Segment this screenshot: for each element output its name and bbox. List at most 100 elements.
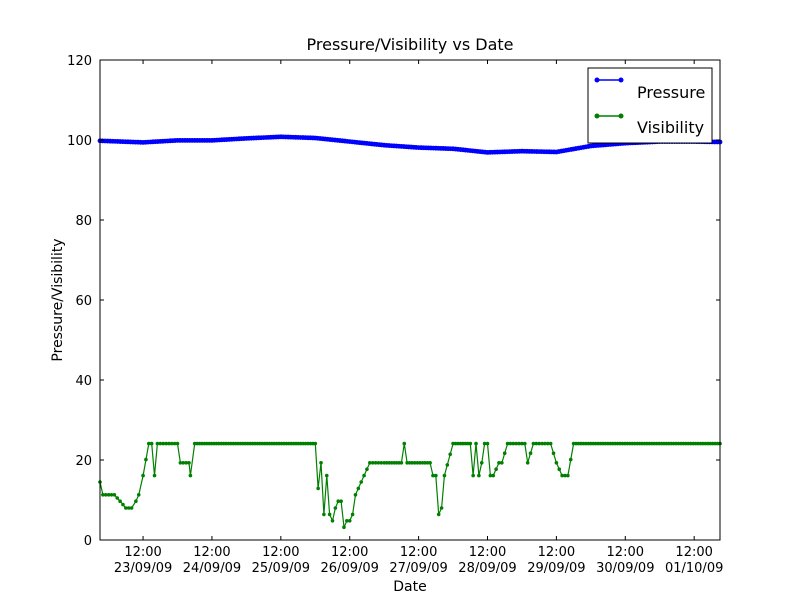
data-point-visibility (534, 441, 539, 446)
data-point-visibility (425, 461, 430, 465)
data-point-visibility (531, 441, 536, 446)
data-point-visibility (563, 473, 567, 478)
x-tick-label-time: 12:00 (675, 545, 712, 560)
x-tick-label-time: 12:00 (262, 545, 299, 560)
data-point-visibility (115, 496, 120, 500)
data-point-visibility (571, 441, 576, 446)
data-point-visibility (103, 493, 108, 497)
data-point-visibility (313, 441, 318, 446)
data-point-visibility (368, 461, 372, 465)
data-point-visibility (545, 441, 550, 446)
data-point-visibility (324, 473, 329, 478)
data-point-visibility (551, 451, 556, 456)
data-point-visibility (581, 441, 586, 446)
x-tick-label-date: 26/09/09 (321, 561, 379, 576)
data-point-visibility (129, 506, 134, 510)
data-point-visibility (514, 441, 519, 446)
x-tick-label-date: 23/09/09 (114, 561, 172, 576)
data-point-visibility (566, 473, 570, 478)
data-point-visibility (517, 441, 521, 446)
data-point-visibility (164, 441, 168, 446)
data-point-visibility (466, 441, 470, 446)
data-point-visibility (576, 441, 581, 446)
data-point-visibility (169, 441, 174, 446)
x-tick-label-time: 12:00 (331, 545, 368, 560)
y-tick-label: 40 (75, 374, 92, 389)
y-tick-label: 80 (75, 214, 92, 229)
data-point-visibility (548, 441, 553, 446)
data-point-visibility (505, 441, 510, 446)
data-point-visibility (356, 486, 361, 491)
data-point-visibility (405, 461, 409, 465)
legend-label-visibility: Visibility (637, 118, 704, 137)
data-point-visibility (497, 461, 501, 465)
x-tick-label-date: 01/10/09 (665, 561, 723, 576)
legend-marker-visibility (618, 113, 624, 119)
data-point-visibility (118, 499, 122, 504)
data-point-visibility (134, 499, 138, 504)
data-point-visibility (370, 461, 375, 465)
x-tick-label-time: 12:00 (193, 545, 230, 560)
data-point-visibility (126, 506, 131, 510)
data-point-visibility (181, 461, 186, 465)
data-point-visibility (399, 461, 404, 465)
data-point-visibility (482, 441, 487, 446)
data-point-visibility (423, 461, 427, 465)
data-point-visibility (339, 499, 343, 504)
y-tick-label: 0 (84, 534, 92, 549)
chart-title: Pressure/Visibility vs Date (307, 35, 514, 54)
data-point-visibility (491, 473, 496, 478)
data-point-visibility (428, 461, 432, 465)
x-tick-label-time: 12:00 (469, 545, 506, 560)
data-point-visibility (412, 461, 417, 465)
x-tick-label-date: 29/09/09 (527, 561, 585, 576)
data-point-visibility (584, 441, 588, 446)
data-point-visibility (161, 441, 165, 446)
data-point-visibility (347, 519, 352, 523)
data-point-visibility (379, 461, 384, 465)
data-point-visibility (431, 473, 435, 478)
data-point-visibility (141, 473, 145, 478)
data-point-visibility (136, 493, 141, 497)
data-point-visibility (488, 473, 493, 478)
y-axis-title: Pressure/Visibility (50, 238, 66, 361)
data-point-visibility (525, 461, 530, 465)
data-point-visibility (468, 441, 473, 446)
data-point-visibility (434, 473, 438, 478)
legend-marker-visibility (594, 113, 600, 119)
data-point-visibility (439, 506, 444, 510)
data-point-visibility (322, 512, 326, 517)
data-point-visibility (124, 506, 128, 510)
y-tick-label: 20 (75, 454, 92, 469)
data-point-visibility (537, 441, 541, 446)
data-point-visibility (316, 486, 320, 491)
data-point-visibility (167, 441, 171, 446)
data-point-visibility (112, 493, 117, 497)
data-point-visibility (458, 441, 463, 446)
series-layer (97, 134, 723, 530)
data-point-visibility (520, 441, 524, 446)
data-point-visibility (359, 480, 364, 484)
data-point-visibility (376, 461, 381, 465)
data-point-visibility (333, 506, 338, 510)
y-tick-label: 60 (75, 294, 92, 309)
data-point-visibility (172, 441, 177, 446)
x-tick-label-date: 27/09/09 (389, 561, 447, 576)
data-point-visibility (187, 461, 191, 465)
data-point-visibility (384, 461, 389, 465)
x-tick-label-date: 30/09/09 (596, 561, 654, 576)
data-point-visibility (373, 461, 378, 465)
legend-label-pressure: Pressure (637, 83, 705, 102)
data-point-visibility (471, 473, 475, 478)
data-point-visibility (418, 461, 422, 465)
data-point-visibility (523, 441, 527, 446)
data-point-visibility (554, 461, 559, 465)
data-point-visibility (540, 441, 544, 446)
data-point-visibility (568, 457, 573, 462)
data-point-visibility (365, 467, 369, 472)
data-point-visibility (543, 441, 547, 446)
data-point-visibility (557, 467, 562, 472)
data-point-visibility (528, 451, 533, 456)
data-point-visibility (485, 441, 490, 446)
